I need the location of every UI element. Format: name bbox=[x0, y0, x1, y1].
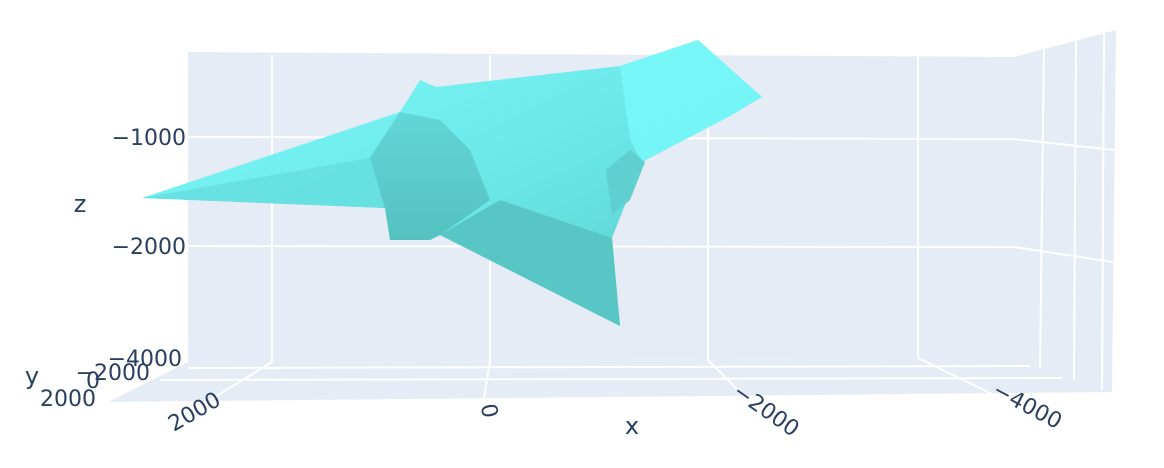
mesh-face-nozzle bbox=[606, 150, 645, 215]
side-pane bbox=[1014, 30, 1116, 392]
x-axis-title: x bbox=[625, 412, 639, 440]
mesh-surface[interactable] bbox=[142, 40, 762, 326]
y-tick-label: 2000 bbox=[40, 387, 96, 412]
y-tick-label: −2000 bbox=[76, 361, 150, 386]
y-axis-title: y bbox=[25, 362, 39, 390]
z-tick-label: −2000 bbox=[112, 235, 186, 260]
z-axis-title: z bbox=[74, 190, 87, 218]
x-tick-label: 0 bbox=[475, 402, 502, 420]
mesh-face-front-block bbox=[370, 112, 490, 240]
mesh-face-right-wing bbox=[620, 40, 762, 162]
mesh-face-tail bbox=[440, 200, 620, 326]
grid-lines bbox=[159, 32, 1115, 401]
y-tick-label: 0 bbox=[86, 369, 100, 394]
z-tick-label: −1000 bbox=[112, 126, 186, 151]
z-tick-label: −4000 bbox=[108, 347, 182, 372]
